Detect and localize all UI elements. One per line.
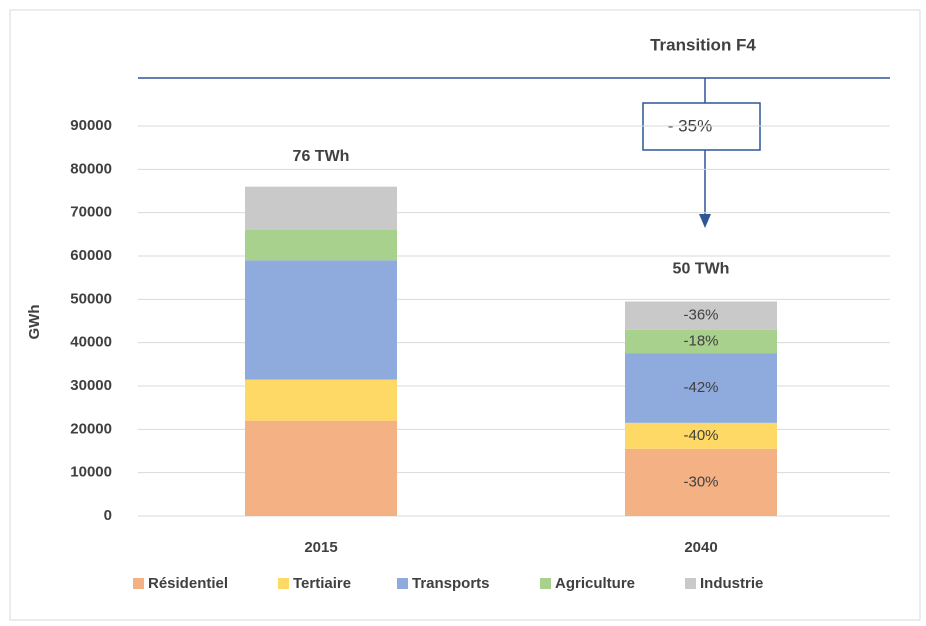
legend-swatch (397, 578, 408, 589)
bar-segment (625, 448, 777, 516)
bar-segment (245, 379, 397, 421)
segment-label: -36% (683, 307, 718, 324)
legend-label: Résidentiel (148, 575, 228, 592)
arrow-head (699, 214, 711, 228)
bar-segment (625, 301, 777, 330)
total-label: 76 TWh (293, 148, 350, 165)
segment-label: -42% (683, 379, 718, 396)
y-tick-label: 70000 (70, 204, 112, 221)
bar-segment (625, 422, 777, 449)
legend-label: Tertiaire (293, 575, 351, 592)
y-tick-label: 10000 (70, 464, 112, 481)
chart-frame (9, 9, 921, 621)
bar-segment (245, 420, 397, 516)
bar-segment (245, 230, 397, 261)
y-axis-label: GWh (26, 305, 43, 340)
bar-segment (625, 329, 777, 354)
y-tick-label: 90000 (70, 117, 112, 134)
segment-label: -40% (683, 427, 718, 444)
y-tick-label: 50000 (70, 290, 112, 307)
y-tick-label: 40000 (70, 334, 112, 351)
legend-label: Transports (412, 575, 490, 592)
legend-swatch (685, 578, 696, 589)
legend-swatch (278, 578, 289, 589)
legend-label: Industrie (700, 575, 763, 592)
y-tick-label: 80000 (70, 160, 112, 177)
bar-segment (245, 260, 397, 380)
y-tick-label: 30000 (70, 377, 112, 394)
bar-segment (625, 353, 777, 423)
header: Transition F4 (650, 35, 756, 54)
segment-label: -30% (683, 473, 718, 490)
legend-swatch (540, 578, 551, 589)
bar-segment (245, 186, 397, 230)
legend-label: Agriculture (555, 575, 635, 592)
x-tick-label: 2015 (304, 539, 337, 556)
y-tick-label: 60000 (70, 247, 112, 264)
x-tick-label: 2040 (684, 539, 717, 556)
segment-label: -18% (683, 333, 718, 350)
y-tick-label: 20000 (70, 420, 112, 437)
total-label: 50 TWh (673, 261, 730, 278)
legend-swatch (133, 578, 144, 589)
y-tick-label: 0 (104, 507, 112, 524)
